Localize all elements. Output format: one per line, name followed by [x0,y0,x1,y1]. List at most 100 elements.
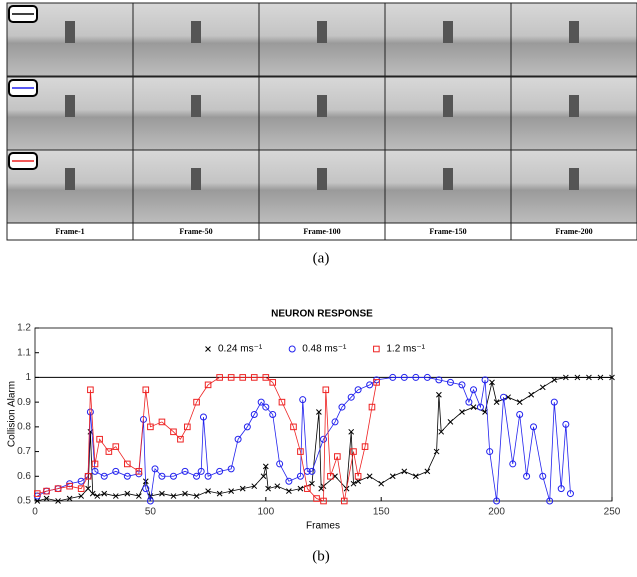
marker [274,483,281,490]
marker [459,409,465,415]
marker [539,384,546,391]
marker [184,423,191,431]
marker [557,485,565,493]
marker [296,472,304,480]
photo-grid: Frame-1 Frame-50 Frame-100 Frame-150 Frame-2… [6,2,637,241]
robot [443,168,453,190]
marker [135,468,143,475]
marker [227,374,235,381]
marker [551,377,558,383]
marker [124,460,131,468]
marker [290,423,297,431]
caption: (a) [313,250,330,266]
marker [257,398,265,406]
series-line [37,377,571,502]
marker [243,423,251,431]
y-axis-label: Collision Alarm [7,381,18,447]
marker [562,420,570,428]
legend-marker [205,346,211,352]
marker [260,473,267,480]
marker [322,386,330,394]
marker [87,386,94,394]
marker [54,485,62,492]
marker [354,386,362,394]
marker [286,488,292,494]
marker [278,398,286,406]
marker [530,423,538,431]
marker [170,428,177,436]
marker [308,467,316,475]
marker [597,374,604,381]
marker [347,393,355,401]
marker [169,472,177,480]
marker [609,374,615,381]
marker [539,472,547,480]
marker [177,435,184,443]
frame-label: Frame-1 [55,227,84,236]
marker [523,472,531,480]
marker [34,498,41,504]
marker [516,411,524,418]
marker [112,443,120,450]
marker [331,418,339,426]
marker [251,483,258,490]
marker [123,472,131,480]
marker [204,381,212,389]
marker [378,480,385,487]
frame-label: Frame-50 [179,227,212,236]
legend-marker [373,345,380,353]
marker [354,472,362,480]
marker [216,467,224,475]
marker [493,497,501,505]
marker [182,490,188,497]
marker [193,493,200,499]
marker [550,398,558,406]
marker [489,379,495,386]
x-tick-label: 200 [488,507,505,518]
marker [320,435,327,443]
marker [299,396,307,404]
marker [112,493,119,499]
frame-label: Frame-150 [429,227,466,236]
marker [412,373,420,381]
x-tick-label: 0 [32,507,38,518]
marker [423,373,431,381]
marker [509,460,517,468]
marker [89,490,96,497]
marker [34,490,41,497]
robot [443,95,453,117]
marker [205,488,211,494]
frame-label: Frame-100 [303,227,340,236]
marker [100,472,108,480]
marker [78,493,85,499]
series-line [37,377,612,502]
marker [146,497,154,505]
marker [320,497,327,505]
marker [433,448,440,455]
marker [327,472,334,480]
marker [43,487,50,495]
robot [317,168,327,190]
marker [66,482,73,490]
marker [465,398,473,406]
marker [85,485,91,492]
y-tick-label: 0.7 [17,446,31,457]
marker [389,473,396,480]
marker [481,376,489,384]
label-cell [510,222,637,241]
marker [470,386,478,394]
robot [191,168,201,190]
marker [181,467,189,475]
marker [159,490,165,497]
marker [77,485,85,492]
marker [234,435,242,443]
marker [158,418,166,426]
x-tick-label: 150 [373,507,390,518]
legend-label: 1.2 ms⁻¹ [386,344,425,355]
x-axis-label: Frames [306,521,340,532]
marker [105,448,113,455]
marker [269,379,277,386]
y-tick-label: 1.2 [17,323,31,334]
marker [297,448,304,455]
